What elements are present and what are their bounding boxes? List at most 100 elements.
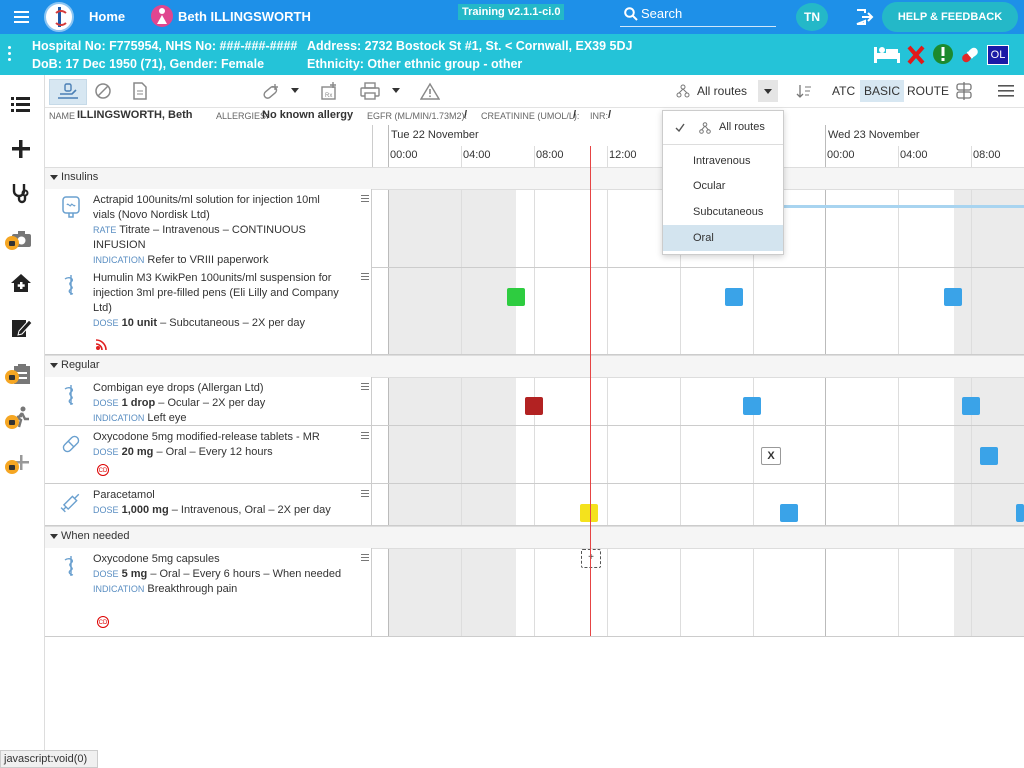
sign-out-icon[interactable] — [856, 9, 876, 25]
medication-row[interactable]: Actrapid 100units/ml solution for inject… — [45, 189, 1024, 268]
medication-snake-icon — [64, 556, 74, 576]
rate-label: RATE — [93, 225, 117, 235]
add-prn-dose-button[interactable]: + — [581, 549, 601, 568]
section-header-regular[interactable]: Regular — [45, 355, 1024, 378]
dose-details: – Intravenous, Oral – 2X per day — [171, 504, 331, 516]
medication-name: Oxycodone 5mg modified-release tablets -… — [93, 431, 320, 443]
add-more-icon[interactable] — [9, 451, 33, 475]
dose-details: – Oral – Every 6 hours – When needed — [150, 568, 342, 580]
medication-row[interactable]: Humulin M3 KwikPen 100units/ml suspensio… — [45, 267, 1024, 355]
route-option-intravenous[interactable]: Intravenous — [663, 148, 783, 174]
add-prescription-icon[interactable]: Rx — [320, 81, 338, 101]
edit-document-icon[interactable] — [9, 316, 33, 340]
document-icon[interactable] — [132, 82, 148, 100]
medication-row[interactable]: Combigan eye drops (Allergan Ltd) DOSE 1… — [45, 377, 1024, 426]
warning-circle-icon[interactable] — [932, 43, 954, 65]
grid-layout-icon[interactable] — [955, 82, 973, 100]
user-avatar[interactable]: TN — [796, 3, 828, 31]
section-header-insulins[interactable]: Insulins — [45, 167, 1024, 190]
route-filter-label[interactable]: All routes — [697, 84, 748, 98]
top-navigation-bar: Home Beth ILLINGSWORTH Training v2.1.1-c… — [0, 0, 1024, 34]
section-header-when-needed[interactable]: When needed — [45, 526, 1024, 549]
row-menu-icon[interactable] — [361, 273, 369, 280]
patient-ethnicity: Ethnicity: Other ethnic group - other — [307, 57, 523, 71]
stethoscope-icon[interactable] — [9, 181, 33, 205]
medication-name: Humulin M3 KwikPen 100units/ml suspensio… — [93, 272, 339, 314]
add-icon[interactable] — [9, 137, 33, 161]
medication-row[interactable]: Oxycodone 5mg modified-release tablets -… — [45, 426, 1024, 484]
route-option-label: Oral — [693, 232, 714, 244]
indication-value: Left eye — [147, 412, 187, 424]
dose-missed-marker[interactable] — [525, 397, 543, 415]
dose-due-marker[interactable] — [944, 288, 962, 306]
menu-icon[interactable] — [998, 84, 1014, 98]
medication-snake-icon — [64, 385, 74, 405]
row-menu-icon[interactable] — [361, 383, 369, 390]
basic-view-button[interactable]: BASIC — [860, 80, 905, 102]
red-cross-icon[interactable] — [907, 45, 925, 65]
home-link[interactable]: Home — [89, 9, 126, 24]
list-icon[interactable] — [9, 92, 33, 116]
collapse-caret-icon — [50, 175, 58, 180]
dose-given-marker[interactable] — [507, 288, 525, 306]
patient-name-link[interactable]: Beth ILLINGSWORTH — [178, 9, 311, 24]
row-menu-icon[interactable] — [361, 195, 369, 202]
sort-icon[interactable] — [796, 83, 812, 99]
home-plus-icon[interactable] — [9, 271, 33, 295]
administer-hand-button[interactable] — [49, 79, 87, 105]
more-options-icon[interactable] — [8, 46, 12, 62]
add-medication-icon[interactable] — [261, 82, 281, 100]
print-dropdown-caret[interactable] — [392, 88, 400, 93]
menu-divider — [663, 144, 783, 145]
dose-due-marker[interactable] — [780, 504, 798, 522]
pill-icon[interactable] — [958, 44, 982, 66]
warning-triangle-icon[interactable] — [420, 82, 440, 100]
controlled-drug-badge: CD — [97, 464, 109, 476]
bed-icon[interactable] — [872, 44, 902, 64]
dose-omitted-marker[interactable]: X — [761, 447, 781, 465]
ol-badge[interactable]: OL — [987, 45, 1009, 65]
search-box[interactable]: Search — [620, 4, 776, 27]
section-title: When needed — [61, 530, 130, 542]
medication-row[interactable]: Oxycodone 5mg capsules DOSE 5 mg – Oral … — [45, 548, 1024, 637]
dose-due-marker[interactable] — [962, 397, 980, 415]
row-menu-icon[interactable] — [361, 490, 369, 497]
medication-details: Paracetamol DOSE 1,000 mg – Intravenous,… — [45, 484, 372, 525]
dose-pending-marker[interactable] — [580, 504, 598, 522]
dose-due-marker[interactable] — [1016, 504, 1024, 522]
atc-view-button[interactable]: ATC — [832, 84, 856, 98]
checkmark-icon — [675, 123, 685, 132]
row-menu-icon[interactable] — [361, 554, 369, 561]
hamburger-menu-icon[interactable] — [14, 9, 34, 25]
route-option-subcutaneous[interactable]: Subcutaneous — [663, 199, 783, 225]
medication-details: Oxycodone 5mg capsules DOSE 5 mg – Oral … — [45, 548, 372, 636]
route-option-oral[interactable]: Oral — [663, 225, 783, 251]
walking-person-icon[interactable] — [9, 405, 33, 429]
medication-row[interactable]: Paracetamol DOSE 1,000 mg – Intravenous,… — [45, 484, 1024, 526]
dose-due-marker[interactable] — [980, 447, 998, 465]
prohibit-icon[interactable] — [94, 82, 112, 100]
row-menu-icon[interactable] — [361, 432, 369, 439]
hour-label: 04:00 — [463, 149, 491, 161]
day-divider — [825, 125, 826, 636]
help-feedback-button[interactable]: HELP & FEEDBACK — [882, 2, 1018, 32]
dose-due-marker[interactable] — [725, 288, 743, 306]
route-option-ocular[interactable]: Ocular — [663, 173, 783, 199]
route-option-all[interactable]: All routes — [663, 114, 783, 140]
search-icon — [624, 7, 638, 21]
dose-details: – Ocular – 2X per day — [158, 397, 266, 409]
route-option-label: Subcutaneous — [693, 206, 764, 218]
print-icon[interactable] — [360, 82, 380, 100]
dose-due-marker[interactable] — [743, 397, 761, 415]
patient-banner: Hospital No: F775954, NHS No: ###-###-##… — [0, 34, 1024, 75]
lock-icon — [5, 236, 19, 250]
section-title: Regular — [61, 359, 100, 371]
hour-gridline — [971, 146, 972, 636]
add-med-dropdown-caret[interactable] — [291, 88, 299, 93]
route-view-button[interactable]: ROUTE — [907, 84, 949, 98]
left-sidebar — [0, 75, 45, 768]
continuous-infusion-bar[interactable] — [782, 205, 1024, 208]
medication-name: Combigan eye drops (Allergan Ltd) — [93, 382, 264, 394]
route-filter-dropdown-button[interactable] — [758, 80, 778, 102]
indication-value: Breakthrough pain — [147, 583, 238, 595]
